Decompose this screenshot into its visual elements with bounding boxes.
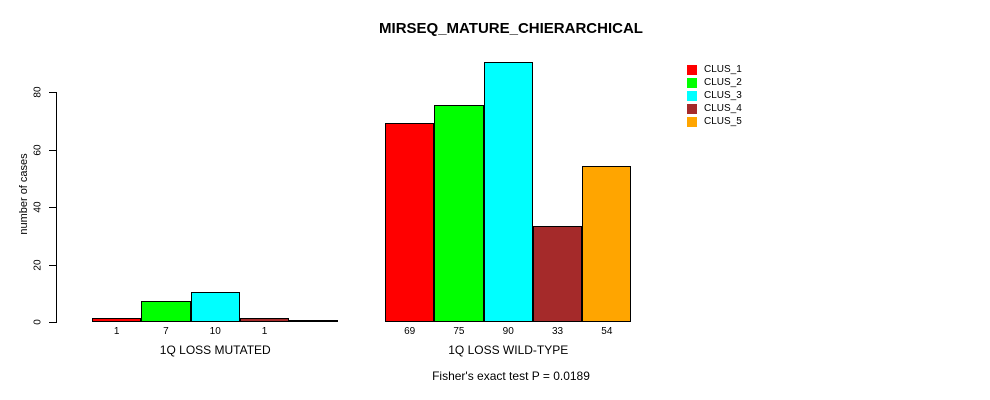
fisher-test-annotation: Fisher's exact test P = 0.0189 [432, 369, 590, 383]
bar-value-label: 69 [404, 326, 416, 337]
bar-clus_4 [532, 226, 583, 322]
y-axis-tick [49, 92, 57, 93]
bar-clus_3 [483, 62, 533, 322]
legend-color-swatch [687, 116, 697, 127]
legend-label: CLUS_3 [704, 89, 742, 101]
y-axis-tick [49, 322, 57, 323]
y-axis-tick-label: 20 [32, 258, 44, 271]
legend-label: CLUS_1 [704, 64, 742, 76]
chart-title: MIRSEQ_MATURE_CHIERARCHICAL [379, 20, 643, 37]
legend-color-swatch [687, 90, 697, 101]
y-axis-tick [49, 207, 57, 208]
legend-item: CLUS_1 [687, 64, 742, 77]
legend: CLUS_1 CLUS_2 CLUS_3 CLUS_4 CLUS_5 [687, 64, 742, 128]
legend-item: CLUS_5 [687, 115, 742, 128]
bar-value-label: 54 [601, 326, 613, 337]
bar-clus_2 [434, 105, 484, 322]
bar-clus_5 [289, 320, 339, 322]
y-axis-tick-label: 0 [32, 319, 44, 325]
legend-color-swatch [687, 65, 697, 76]
bar-clus_5 [582, 166, 632, 322]
bar-clus_1 [92, 318, 142, 322]
legend-label: CLUS_4 [704, 102, 742, 114]
legend-label: CLUS_5 [704, 115, 742, 127]
x-axis-group-label: 1Q LOSS WILD-TYPE [448, 343, 569, 357]
legend-item: CLUS_2 [687, 77, 742, 90]
y-axis-tick [49, 149, 57, 151]
legend-item: CLUS_3 [687, 90, 742, 103]
legend-label: CLUS_2 [704, 77, 742, 89]
bar-clus_4 [239, 318, 290, 322]
y-axis-tick-label: 60 [32, 143, 44, 156]
bar-value-label: 33 [551, 326, 564, 337]
legend-color-swatch [687, 103, 697, 114]
bar-clus_2 [141, 301, 191, 322]
y-axis-label: number of cases [18, 153, 30, 235]
bar-clus_3 [190, 292, 240, 322]
y-axis-tick-label: 80 [32, 86, 44, 98]
legend-color-swatch [687, 78, 697, 89]
bar-value-label: 10 [209, 326, 221, 337]
x-axis-group-label: 1Q LOSS MUTATED [159, 343, 271, 357]
bar-value-label: 1 [261, 326, 268, 337]
y-axis-tick-label: 40 [32, 201, 44, 213]
legend-item: CLUS_4 [687, 102, 742, 115]
y-axis-tick [49, 264, 57, 266]
bar-value-label: 90 [502, 326, 514, 337]
bar-clus_1 [385, 123, 435, 322]
bar-value-label: 1 [113, 326, 120, 337]
bar-value-label: 75 [453, 326, 465, 337]
bar-value-label: 7 [163, 326, 169, 337]
